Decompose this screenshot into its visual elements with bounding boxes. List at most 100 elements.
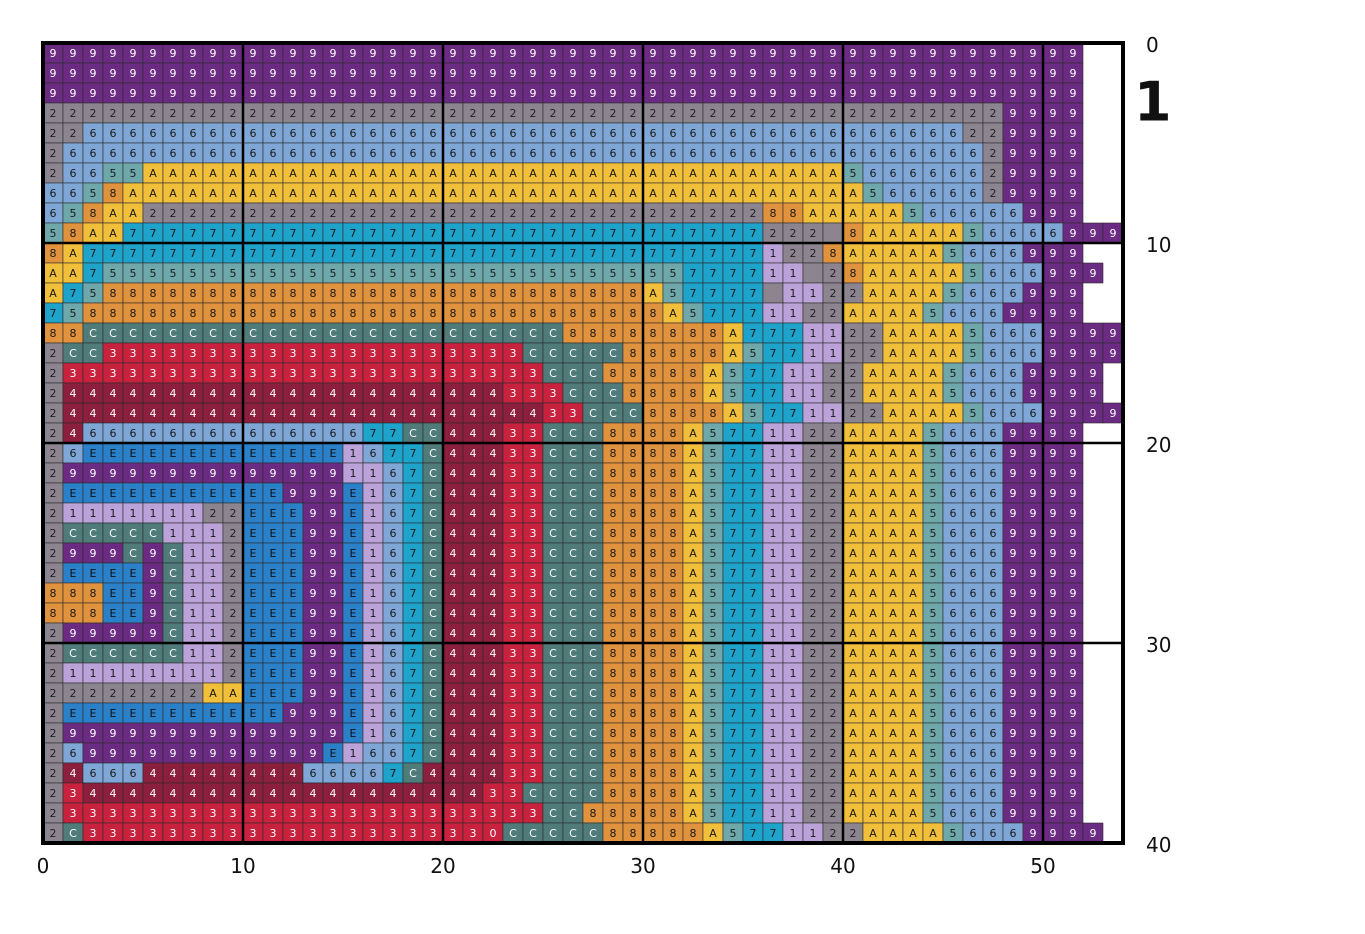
cell-symbol: 2	[50, 467, 57, 480]
cell-symbol: 8	[410, 287, 417, 300]
cell-symbol: 9	[850, 67, 857, 80]
cell-symbol: 9	[150, 67, 157, 80]
cell-symbol: 9	[750, 67, 757, 80]
cell-symbol: 1	[810, 407, 817, 420]
cell-symbol: C	[569, 527, 577, 540]
cell-symbol: A	[869, 607, 877, 620]
cell-symbol: 8	[830, 247, 837, 260]
cell-symbol: 3	[530, 727, 537, 740]
cell-symbol: 6	[130, 147, 137, 160]
cell-symbol: 2	[910, 107, 917, 120]
cell-symbol: 5	[950, 387, 957, 400]
cell-symbol: 7	[750, 727, 757, 740]
cell-symbol: A	[729, 347, 737, 360]
cell-symbol: 9	[90, 547, 97, 560]
cell-symbol: 9	[1010, 667, 1017, 680]
cell-symbol: 9	[310, 607, 317, 620]
cell-symbol: 7	[750, 487, 757, 500]
cell-symbol: 6	[150, 147, 157, 160]
cell-symbol: 6	[710, 127, 717, 140]
cell-symbol: 6	[190, 427, 197, 440]
cell-symbol: 1	[190, 667, 197, 680]
cell-symbol: A	[289, 187, 297, 200]
cell-symbol: C	[569, 707, 577, 720]
cell-symbol: 6	[390, 607, 397, 620]
cell-symbol: 5	[730, 367, 737, 380]
cell-symbol: A	[849, 687, 857, 700]
cell-symbol: 5	[930, 487, 937, 500]
cell-symbol: 6	[970, 587, 977, 600]
cell-symbol: E	[110, 487, 117, 500]
cell-symbol: 8	[650, 367, 657, 380]
cell-symbol: 9	[910, 67, 917, 80]
cell-symbol: 9	[110, 47, 117, 60]
cell-symbol: A	[849, 567, 857, 580]
cell-symbol: A	[849, 467, 857, 480]
cell-symbol: 1	[770, 807, 777, 820]
cell-symbol: 8	[650, 407, 657, 420]
cell-symbol: 9	[1030, 107, 1037, 120]
cell-symbol: A	[189, 187, 197, 200]
cell-symbol: 9	[1010, 87, 1017, 100]
cell-symbol: 9	[610, 87, 617, 100]
cell-symbol: 7	[330, 227, 337, 240]
cell-symbol: 3	[290, 347, 297, 360]
cell-symbol: 7	[710, 287, 717, 300]
cell-symbol: 2	[930, 107, 937, 120]
cell-symbol: 6	[950, 507, 957, 520]
cell-symbol: 3	[470, 807, 477, 820]
cell-symbol: C	[169, 627, 177, 640]
cell-symbol: 3	[530, 487, 537, 500]
cell-symbol: 2	[50, 127, 57, 140]
cell-symbol: 8	[690, 407, 697, 420]
cell-symbol: 3	[310, 827, 317, 840]
cell-symbol: 1	[370, 687, 377, 700]
cell-symbol: E	[230, 707, 237, 720]
cell-symbol: 8	[610, 667, 617, 680]
cell-symbol: 2	[830, 627, 837, 640]
cell-symbol: A	[889, 747, 897, 760]
cell-symbol: 9	[310, 527, 317, 540]
cell-symbol: 6	[1050, 227, 1057, 240]
cell-symbol: E	[70, 487, 77, 500]
cell-symbol: 9	[790, 67, 797, 80]
cell-symbol: 8	[670, 427, 677, 440]
cell-symbol: A	[829, 207, 837, 220]
cell-symbol: 9	[190, 727, 197, 740]
cell-symbol: A	[929, 287, 937, 300]
cell-symbol: C	[129, 647, 137, 660]
cell-symbol: E	[70, 707, 77, 720]
cell-symbol: 7	[750, 627, 757, 640]
cell-symbol: 9	[1010, 687, 1017, 700]
cell-symbol: A	[869, 447, 877, 460]
cell-symbol: 9	[330, 587, 337, 600]
cell-symbol: 4	[230, 387, 237, 400]
cell-symbol: 2	[870, 107, 877, 120]
cell-symbol: 6	[990, 507, 997, 520]
cell-symbol: 3	[510, 367, 517, 380]
cell-symbol: 9	[1110, 327, 1117, 340]
cell-symbol: 9	[1050, 47, 1057, 60]
cell-symbol: 2	[830, 567, 837, 580]
cell-symbol: 9	[1050, 367, 1057, 380]
cell-symbol: 6	[990, 767, 997, 780]
cell-symbol: A	[889, 447, 897, 460]
cell-symbol: 5	[710, 647, 717, 660]
cell-symbol: 8	[670, 467, 677, 480]
cell-symbol: 6	[990, 367, 997, 380]
cell-symbol: 4	[350, 407, 357, 420]
cell-symbol: 9	[1050, 467, 1057, 480]
cell	[822, 222, 844, 244]
cell-symbol: 3	[370, 827, 377, 840]
cell-symbol: 2	[330, 207, 337, 220]
cell-symbol: C	[429, 547, 437, 560]
cell-symbol: 1	[770, 687, 777, 700]
cell-symbol: A	[389, 167, 397, 180]
cell-symbol: 8	[590, 307, 597, 320]
cell-symbol: 7	[410, 747, 417, 760]
cell-symbol: 9	[770, 47, 777, 60]
cell-symbol: 7	[250, 247, 257, 260]
cell-symbol: 6	[870, 167, 877, 180]
cell-symbol: 8	[130, 287, 137, 300]
cell-symbol: A	[689, 527, 697, 540]
